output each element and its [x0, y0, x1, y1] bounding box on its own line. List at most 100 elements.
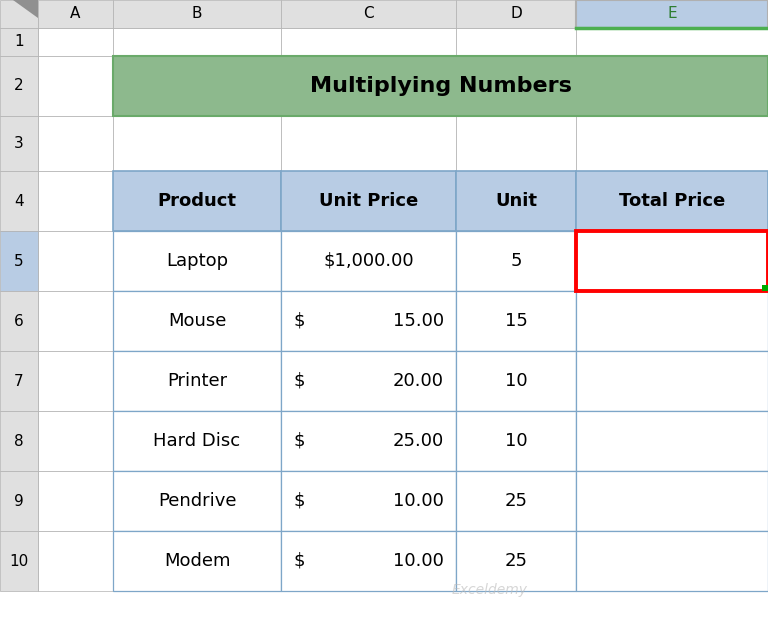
- Text: A: A: [71, 6, 81, 21]
- Text: Exceldemy: Exceldemy: [452, 583, 528, 597]
- Text: 25.00: 25.00: [392, 432, 444, 450]
- Bar: [113, 351, 281, 411]
- Bar: [113, 28, 281, 56]
- Bar: [456, 351, 576, 411]
- Bar: [456, 231, 576, 291]
- Text: 25: 25: [505, 492, 528, 510]
- Bar: [0, 231, 38, 291]
- Bar: [113, 351, 281, 411]
- Bar: [281, 291, 456, 351]
- Bar: [38, 471, 113, 531]
- Text: 6: 6: [14, 313, 24, 329]
- Text: $: $: [293, 492, 305, 510]
- Bar: [576, 56, 768, 116]
- Bar: [281, 231, 456, 291]
- Text: Unit Price: Unit Price: [319, 192, 418, 210]
- Bar: [38, 116, 113, 171]
- Bar: [456, 291, 576, 351]
- Bar: [113, 291, 281, 351]
- Text: $1,000.00: $1,000.00: [323, 252, 414, 270]
- Bar: [0, 56, 38, 116]
- Bar: [576, 116, 768, 171]
- Bar: [456, 531, 576, 591]
- Bar: [281, 56, 456, 116]
- Text: $: $: [293, 552, 305, 570]
- Bar: [113, 171, 281, 231]
- Bar: [281, 531, 456, 591]
- Text: 25: 25: [505, 552, 528, 570]
- Bar: [576, 231, 768, 291]
- Bar: [113, 411, 281, 471]
- Text: 7: 7: [14, 374, 24, 389]
- Text: Pendrive: Pendrive: [157, 492, 237, 510]
- Polygon shape: [13, 0, 38, 18]
- Bar: [113, 471, 281, 531]
- Bar: [113, 231, 281, 291]
- Text: Modem: Modem: [164, 552, 230, 570]
- Bar: [0, 291, 38, 351]
- Bar: [38, 351, 113, 411]
- Bar: [576, 171, 768, 231]
- Bar: [456, 0, 576, 28]
- Bar: [38, 411, 113, 471]
- Text: 10.00: 10.00: [393, 552, 444, 570]
- Bar: [576, 291, 768, 351]
- Bar: [281, 471, 456, 531]
- Bar: [281, 116, 456, 171]
- Text: 4: 4: [14, 193, 24, 209]
- Text: 10: 10: [505, 372, 528, 390]
- Bar: [113, 171, 281, 231]
- Text: C: C: [363, 6, 374, 21]
- Text: 3: 3: [14, 136, 24, 151]
- Bar: [38, 531, 113, 591]
- Text: 8: 8: [14, 434, 24, 449]
- Bar: [456, 411, 576, 471]
- Bar: [576, 351, 768, 411]
- Bar: [456, 531, 576, 591]
- Text: E: E: [667, 6, 677, 21]
- Text: $: $: [293, 372, 305, 390]
- Bar: [456, 291, 576, 351]
- Bar: [0, 471, 38, 531]
- Bar: [456, 28, 576, 56]
- Bar: [281, 531, 456, 591]
- Text: $: $: [293, 432, 305, 450]
- Bar: [456, 231, 576, 291]
- Text: Hard Disc: Hard Disc: [154, 432, 240, 450]
- Text: 2: 2: [14, 78, 24, 94]
- Text: Multiplying Numbers: Multiplying Numbers: [310, 76, 571, 96]
- Text: Unit: Unit: [495, 192, 537, 210]
- Bar: [113, 471, 281, 531]
- Bar: [113, 531, 281, 591]
- Text: 5: 5: [510, 252, 521, 270]
- Text: B: B: [192, 6, 202, 21]
- Bar: [0, 28, 38, 56]
- Bar: [456, 171, 576, 231]
- Bar: [113, 0, 281, 28]
- Bar: [38, 28, 113, 56]
- Bar: [281, 0, 456, 28]
- Bar: [281, 351, 456, 411]
- Bar: [113, 291, 281, 351]
- Text: Product: Product: [157, 192, 237, 210]
- Bar: [576, 531, 768, 591]
- Bar: [762, 285, 768, 291]
- Text: 10: 10: [9, 554, 28, 569]
- Text: Mouse: Mouse: [168, 312, 227, 330]
- Bar: [576, 171, 768, 231]
- Bar: [456, 471, 576, 531]
- Bar: [281, 351, 456, 411]
- Bar: [576, 0, 768, 28]
- Bar: [576, 411, 768, 471]
- Bar: [0, 351, 38, 411]
- Text: $: $: [293, 312, 305, 330]
- Text: Total Price: Total Price: [619, 192, 725, 210]
- Bar: [113, 56, 281, 116]
- Text: 15.00: 15.00: [393, 312, 444, 330]
- Bar: [576, 471, 768, 531]
- Bar: [38, 231, 113, 291]
- Bar: [0, 531, 38, 591]
- Bar: [281, 28, 456, 56]
- Bar: [38, 171, 113, 231]
- Text: D: D: [510, 6, 522, 21]
